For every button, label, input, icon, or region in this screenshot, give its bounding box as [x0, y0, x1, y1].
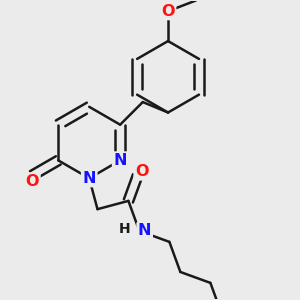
- Text: H: H: [118, 222, 130, 236]
- Text: O: O: [161, 4, 175, 19]
- Text: N: N: [113, 153, 127, 168]
- Text: N: N: [82, 171, 96, 186]
- Text: N: N: [138, 224, 152, 238]
- Text: O: O: [26, 174, 39, 189]
- Text: O: O: [135, 164, 148, 179]
